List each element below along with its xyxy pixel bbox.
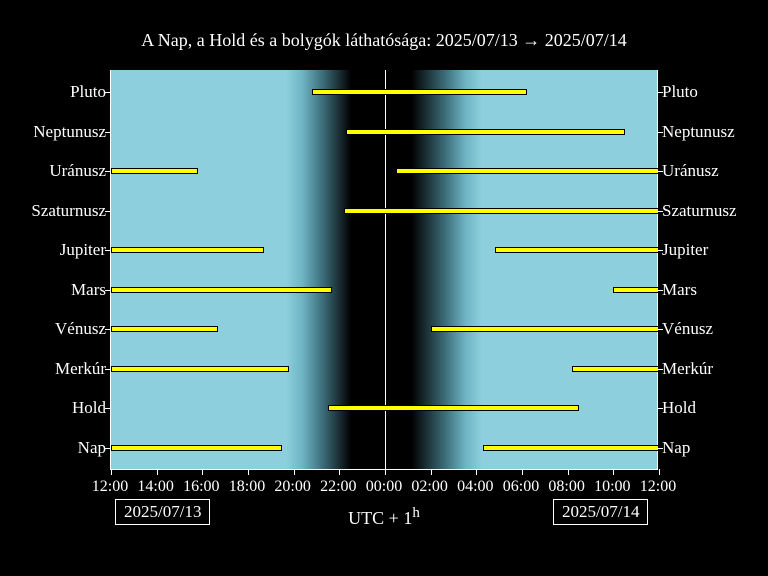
x-tick [111, 469, 112, 475]
x-tick [202, 469, 203, 475]
body-label-left: Nap [78, 438, 106, 458]
body-label-left: Mars [71, 280, 106, 300]
visibility-bar [111, 168, 198, 174]
visibility-bar [346, 129, 625, 135]
body-label-left: Uránusz [49, 161, 106, 181]
x-tick [476, 469, 477, 475]
date-start-box: 2025/07/13 [115, 499, 210, 525]
x-tick [339, 469, 340, 475]
x-tick-label: 20:00 [274, 478, 310, 496]
visibility-bar [495, 247, 659, 253]
visibility-bar [613, 287, 659, 293]
body-label-right: Mars [662, 280, 697, 300]
body-label-left: Szaturnusz [31, 201, 106, 221]
plot-area [110, 70, 658, 470]
body-label-right: Merkúr [662, 359, 713, 379]
x-tick [431, 469, 432, 475]
x-tick [294, 469, 295, 475]
visibility-bar [111, 326, 218, 332]
body-label-left: Pluto [70, 82, 106, 102]
x-tick-label: 04:00 [457, 478, 493, 496]
visibility-bar [396, 168, 659, 174]
body-label-right: Nap [662, 438, 690, 458]
x-tick [248, 469, 249, 475]
x-tick-label: 14:00 [137, 478, 173, 496]
x-tick [613, 469, 614, 475]
visibility-bar [572, 366, 659, 372]
body-label-left: Vénusz [55, 319, 106, 339]
body-label-right: Jupiter [662, 240, 708, 260]
date-end-box: 2025/07/14 [553, 499, 648, 525]
visibility-bar [111, 287, 332, 293]
visibility-bar [328, 405, 579, 411]
body-label-right: Hold [662, 398, 696, 418]
x-tick-label: 10:00 [594, 478, 630, 496]
x-tick [385, 469, 386, 475]
x-tick-label: 02:00 [411, 478, 447, 496]
chart-title: A Nap, a Hold és a bolygók láthatósága: … [0, 30, 768, 51]
x-tick-label: 12:00 [92, 478, 128, 496]
visibility-bar [111, 247, 264, 253]
body-label-right: Vénusz [662, 319, 713, 339]
body-label-left: Jupiter [60, 240, 106, 260]
body-label-left: Neptunusz [33, 122, 106, 142]
body-label-right: Szaturnusz [662, 201, 737, 221]
x-tick [568, 469, 569, 475]
x-tick-label: 12:00 [640, 478, 676, 496]
visibility-bar [483, 445, 659, 451]
body-label-right: Pluto [662, 82, 698, 102]
x-tick-label: 08:00 [548, 478, 584, 496]
x-tick [659, 469, 660, 475]
visibility-bar [111, 445, 282, 451]
x-tick-label: 22:00 [320, 478, 356, 496]
x-tick-label: 06:00 [503, 478, 539, 496]
body-label-left: Merkúr [55, 359, 106, 379]
x-tick-label: 00:00 [366, 478, 402, 496]
visibility-bar [312, 89, 527, 95]
x-tick [157, 469, 158, 475]
visibility-bar [344, 208, 659, 214]
x-tick [522, 469, 523, 475]
body-label-right: Neptunusz [662, 122, 735, 142]
visibility-bar [431, 326, 659, 332]
x-tick-label: 16:00 [183, 478, 219, 496]
body-label-right: Uránusz [662, 161, 719, 181]
body-label-left: Hold [72, 398, 106, 418]
x-tick-label: 18:00 [229, 478, 265, 496]
visibility-bar [111, 366, 289, 372]
